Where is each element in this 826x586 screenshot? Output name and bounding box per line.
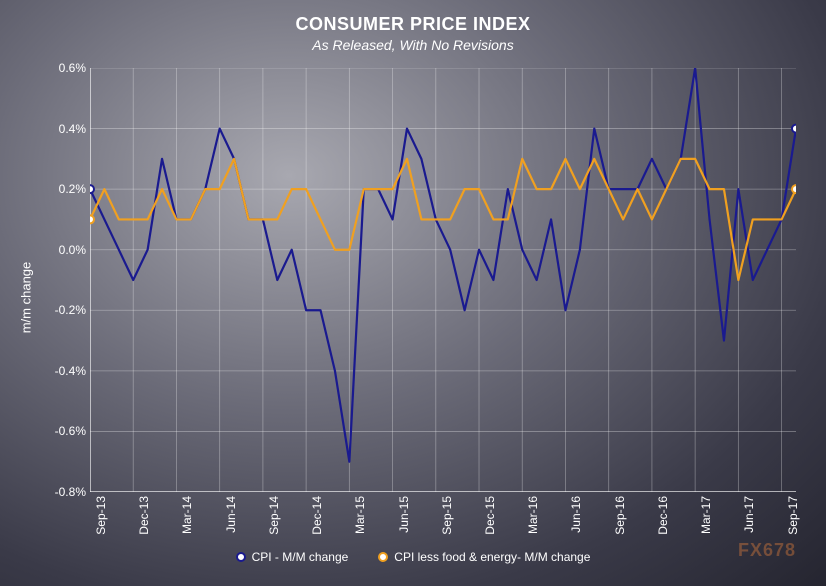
- ytick-label: -0.4%: [55, 364, 86, 378]
- legend: CPI - M/M change CPI less food & energy-…: [20, 550, 806, 564]
- legend-label: CPI less food & energy- M/M change: [394, 550, 590, 564]
- chart-title: CONSUMER PRICE INDEX: [20, 14, 806, 35]
- xtick-label: Jun-17: [742, 496, 756, 533]
- xtick-label: Jun-16: [569, 496, 583, 533]
- plot-area: [90, 68, 796, 492]
- chart-container: CONSUMER PRICE INDEX As Released, With N…: [20, 14, 806, 566]
- ytick-label: 0.4%: [59, 122, 86, 136]
- legend-item-cpi: CPI - M/M change: [236, 550, 349, 564]
- ytick-label: -0.8%: [55, 485, 86, 499]
- y-axis-label: m/m change: [19, 262, 34, 334]
- xtick-label: Sep-16: [613, 496, 627, 535]
- legend-label: CPI - M/M change: [252, 550, 349, 564]
- ytick-label: -0.2%: [55, 303, 86, 317]
- xtick-label: Dec-16: [656, 496, 670, 535]
- xtick-label: Sep-14: [267, 496, 281, 535]
- xtick-label: Mar-15: [353, 496, 367, 534]
- xtick-label: Dec-13: [137, 496, 151, 535]
- ytick-label: -0.6%: [55, 424, 86, 438]
- legend-marker-icon: [378, 552, 388, 562]
- ytick-label: 0.2%: [59, 182, 86, 196]
- xtick-label: Sep-13: [94, 496, 108, 535]
- legend-marker-icon: [236, 552, 246, 562]
- xtick-label: Sep-17: [786, 496, 800, 535]
- xtick-label: Mar-14: [180, 496, 194, 534]
- xtick-label: Mar-16: [526, 496, 540, 534]
- chart-svg: [90, 68, 796, 492]
- xtick-label: Dec-15: [483, 496, 497, 535]
- xtick-label: Jun-14: [224, 496, 238, 533]
- legend-item-core: CPI less food & energy- M/M change: [378, 550, 590, 564]
- xtick-label: Dec-14: [310, 496, 324, 535]
- xtick-label: Sep-15: [440, 496, 454, 535]
- xtick-label: Mar-17: [699, 496, 713, 534]
- chart-subtitle: As Released, With No Revisions: [20, 37, 806, 53]
- ytick-label: 0.6%: [59, 61, 86, 75]
- xtick-label: Jun-15: [397, 496, 411, 533]
- ytick-label: 0.0%: [59, 243, 86, 257]
- watermark: FX678: [738, 540, 796, 561]
